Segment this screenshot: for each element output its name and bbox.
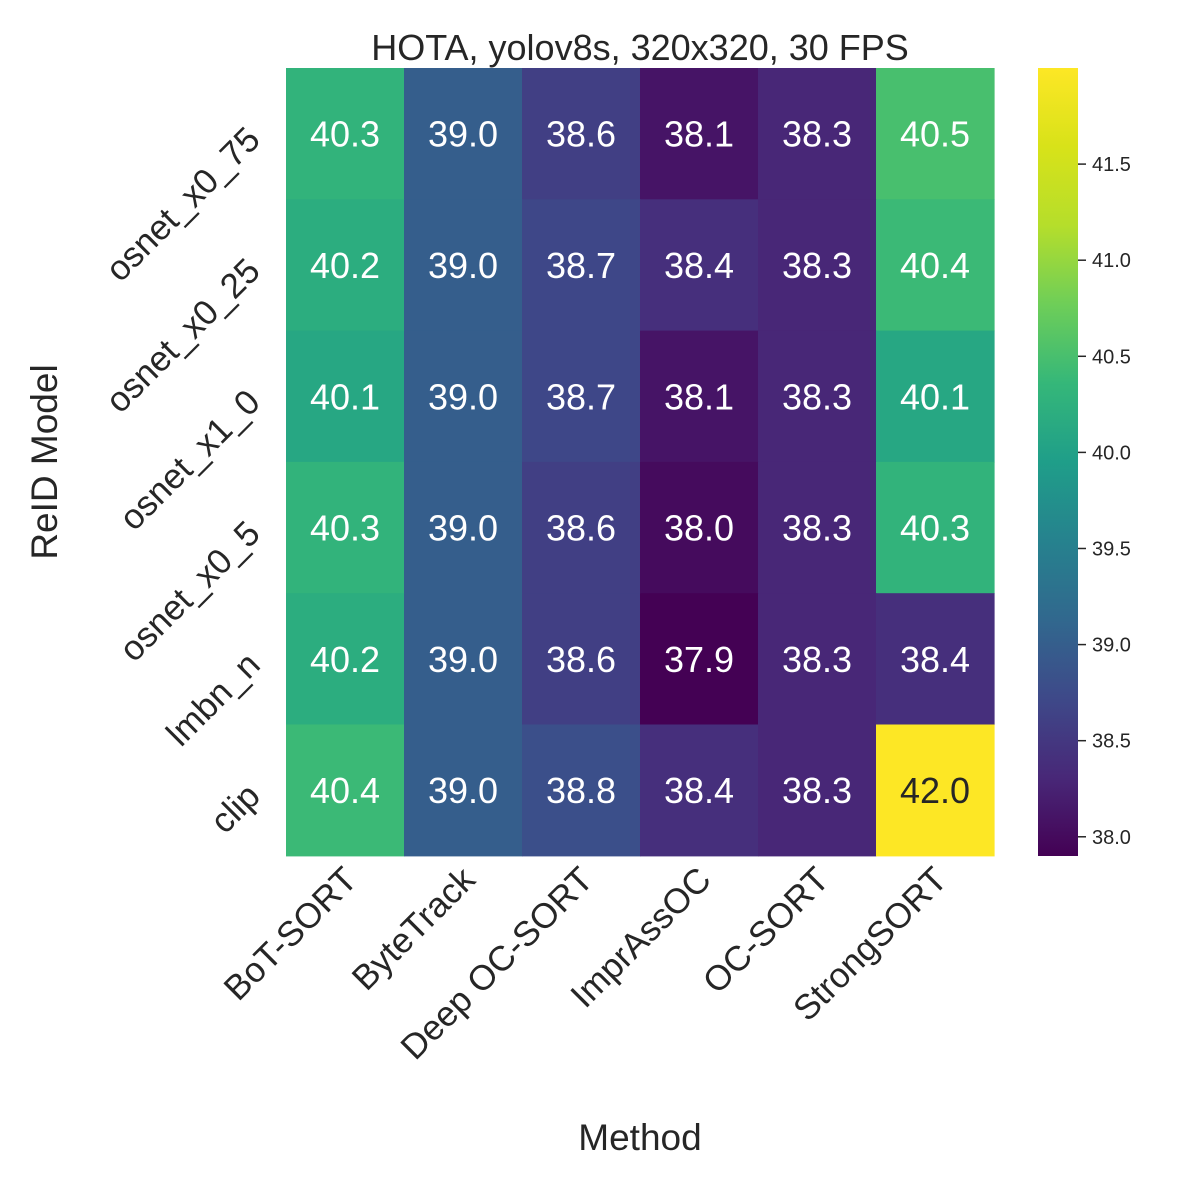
- heatmap-cell: [522, 724, 641, 857]
- cell-value-label: 38.6: [546, 639, 616, 680]
- heatmap-cell: [876, 68, 995, 200]
- heatmap-cell: [522, 461, 641, 594]
- cell-value-label: 39.0: [428, 245, 498, 286]
- cell-value-label: 38.6: [546, 114, 616, 155]
- heatmap-cell: [404, 199, 523, 332]
- heatmap-cell: [286, 330, 405, 463]
- cell-value-label: 39.0: [428, 376, 498, 417]
- cell-value-label: 39.0: [428, 639, 498, 680]
- y-tick-label: osnet_x0_5: [112, 514, 268, 670]
- cell-value-label: 38.4: [664, 770, 734, 811]
- x-axis-title: Method: [578, 1117, 701, 1158]
- heatmap-cell: [640, 199, 759, 332]
- colorbar-tick-label: 39.5: [1092, 538, 1131, 560]
- colorbar-tick-label: 40.5: [1092, 346, 1131, 368]
- cell-value-label: 39.0: [428, 114, 498, 155]
- colorbar-tick-label: 41.5: [1092, 154, 1131, 176]
- colorbar-tick-label: 41.0: [1092, 250, 1131, 272]
- cell-value-label: 38.3: [782, 770, 852, 811]
- heatmap-cell: [758, 330, 877, 463]
- heatmap-cell: [522, 68, 641, 200]
- colorbar: [1038, 68, 1078, 856]
- heatmap-cell: [758, 593, 877, 726]
- heatmap-cell: [286, 461, 405, 594]
- colorbar-tick-label: 39.0: [1092, 635, 1131, 657]
- cell-value-label: 39.0: [428, 508, 498, 549]
- cell-value-label: 40.1: [900, 376, 970, 417]
- cell-value-label: 38.7: [546, 376, 616, 417]
- chart-title: HOTA, yolov8s, 320x320, 30 FPS: [371, 27, 909, 68]
- cell-value-label: 37.9: [664, 639, 734, 680]
- heatmap-cell: [640, 724, 759, 857]
- cell-value-label: 40.3: [900, 508, 970, 549]
- cell-value-label: 40.4: [900, 245, 970, 286]
- heatmap-cell: [404, 724, 523, 857]
- cell-value-label: 40.1: [310, 376, 380, 417]
- colorbar-tick-label: 38.5: [1092, 731, 1131, 753]
- heatmap-cell: [876, 199, 995, 332]
- x-tick-label: BoT-SORT: [217, 860, 365, 1008]
- colorbar-tick-label: 38.0: [1092, 827, 1131, 849]
- heatmap-cell: [286, 199, 405, 332]
- heatmap-cell: [522, 330, 641, 463]
- heatmap-cell: [640, 461, 759, 594]
- cell-value-label: 40.3: [310, 508, 380, 549]
- cell-value-label: 38.3: [782, 508, 852, 549]
- heatmap-cell: [404, 330, 523, 463]
- colorbar-tick-label: 40.0: [1092, 442, 1131, 464]
- cell-value-label: 42.0: [900, 770, 970, 811]
- heatmap-cell: [640, 68, 759, 200]
- heatmap-cell: [640, 593, 759, 726]
- cell-value-label: 38.7: [546, 245, 616, 286]
- y-tick-label: lmbn_n: [159, 645, 268, 754]
- heatmap-cell: [758, 461, 877, 594]
- heatmap-cell: [876, 593, 995, 726]
- cell-value-label: 40.2: [310, 639, 380, 680]
- heatmap-cell: [522, 593, 641, 726]
- cell-value-label: 40.2: [310, 245, 380, 286]
- cell-value-label: 38.6: [546, 508, 616, 549]
- cell-value-label: 38.3: [782, 114, 852, 155]
- y-tick-labels: osnet_x0_75osnet_x0_25osnet_x1_0osnet_x0…: [98, 120, 267, 841]
- heatmap-cell: [286, 724, 405, 857]
- heatmap-cell: [404, 461, 523, 594]
- cell-value-label: 38.1: [664, 114, 734, 155]
- heatmap-cell: [286, 68, 405, 200]
- colorbar-ticks: 38.0 38.5 39.0 39.5 40.0 40.5 41.0 41.5: [1078, 154, 1131, 849]
- heatmap-cell: [404, 593, 523, 726]
- cell-value-label: 38.1: [664, 376, 734, 417]
- cell-value-label: 40.4: [310, 770, 380, 811]
- heatmap-cell: [640, 330, 759, 463]
- cell-value-label: 40.3: [310, 114, 380, 155]
- cell-value-label: 38.3: [782, 639, 852, 680]
- cell-value-label: 39.0: [428, 770, 498, 811]
- heatmap-cell: [876, 330, 995, 463]
- cell-value-label: 38.4: [900, 639, 970, 680]
- heatmap-cell: [404, 68, 523, 200]
- heatmap-cell: [758, 724, 877, 857]
- cell-value-label: 38.4: [664, 245, 734, 286]
- cell-value-label: 38.3: [782, 376, 852, 417]
- cell-value-label: 38.3: [782, 245, 852, 286]
- y-axis-title: ReID Model: [24, 364, 65, 559]
- cell-value-label: 40.5: [900, 114, 970, 155]
- heatmap-cell: [876, 461, 995, 594]
- heatmap-cell: [876, 724, 995, 857]
- y-tick-label: clip: [203, 776, 268, 841]
- heatmap-cell: [286, 593, 405, 726]
- heatmap-cells: 40.3 39.0 38.6 38.1 38.3 40.5 40.2 39.0 38.7 38.4…: [286, 68, 995, 857]
- heatmap-cell: [758, 68, 877, 200]
- heatmap-cell: [758, 199, 877, 332]
- heatmap-cell: [522, 199, 641, 332]
- cell-value-label: 38.8: [546, 770, 616, 811]
- cell-value-label: 38.0: [664, 508, 734, 549]
